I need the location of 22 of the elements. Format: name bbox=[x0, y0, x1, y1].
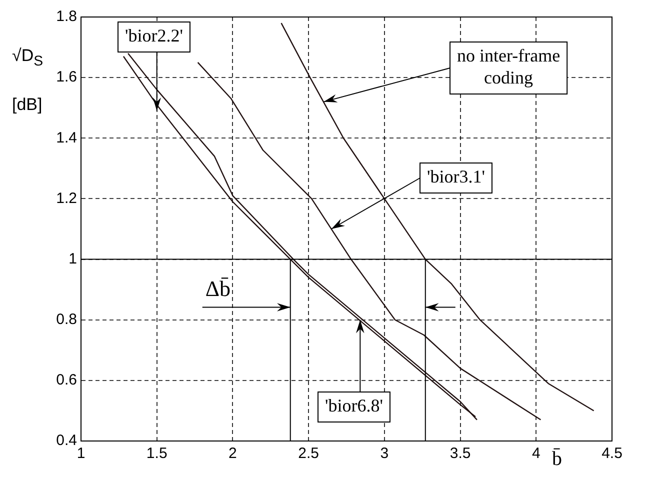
text: √D$_{S}$ [dB] bbox=[12, 46, 44, 114]
x-tick-label: 1.5 bbox=[146, 445, 168, 462]
y-tick-label: 0.8 bbox=[56, 311, 77, 328]
y-tick-label: 1.6 bbox=[56, 68, 77, 86]
annotation: 'bior3.1' bbox=[427, 166, 485, 187]
x-tick-label: 2 bbox=[228, 445, 237, 462]
annotation: Δb̄ bbox=[205, 276, 231, 302]
y-tick-label: 1.4 bbox=[56, 129, 77, 146]
y-tick-label: 1.2 bbox=[56, 190, 77, 207]
annotation: 'bior2.2' bbox=[125, 26, 183, 46]
annotation: 'bior6.8' bbox=[325, 396, 383, 416]
annotation: no inter-frame coding bbox=[456, 46, 560, 88]
x-tick-label: 2.5 bbox=[298, 445, 319, 462]
y-tick-label: 0.4 bbox=[56, 432, 77, 450]
x-tick-label: 3 bbox=[380, 445, 389, 462]
y-tick-label: 1.8 bbox=[56, 8, 77, 26]
x-tick-label: 3.5 bbox=[450, 445, 471, 462]
y-tick-label: 1 bbox=[68, 250, 77, 268]
y-tick-label: 0.6 bbox=[56, 372, 77, 389]
x-tick-label: 4.5 bbox=[602, 445, 622, 462]
x-tick-label: 4 bbox=[532, 445, 540, 462]
x-axis-title: b̄ bbox=[552, 448, 562, 471]
